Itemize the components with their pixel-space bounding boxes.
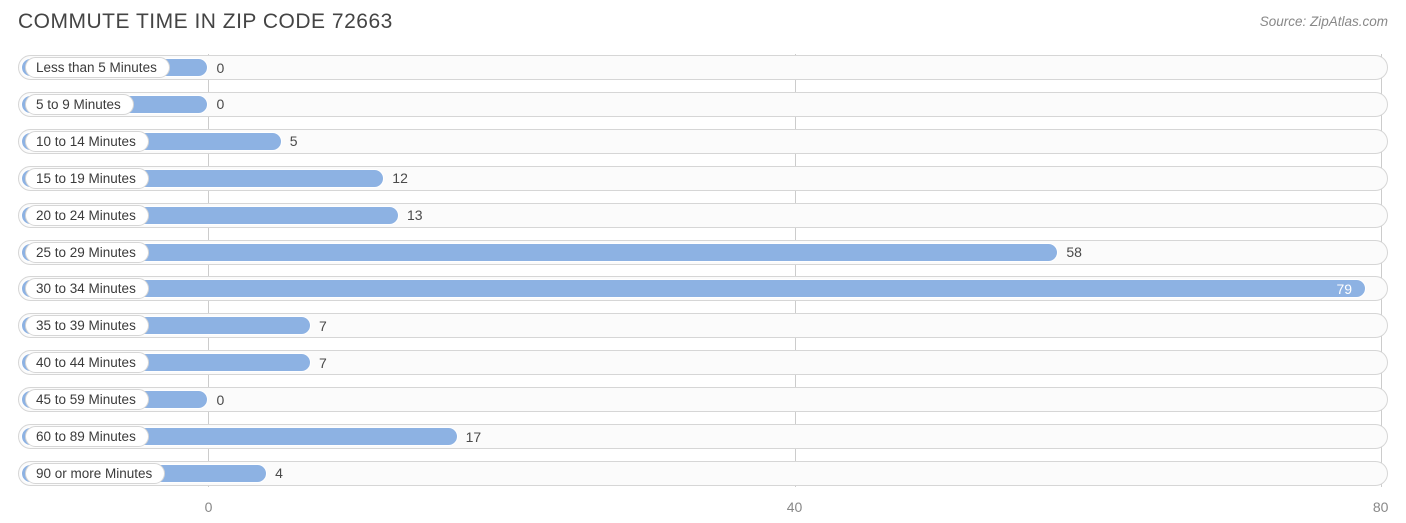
category-label: 35 to 39 Minutes xyxy=(25,315,149,336)
category-label: 30 to 34 Minutes xyxy=(25,278,149,299)
chart-x-axis: 0 40 80 xyxy=(18,491,1388,523)
category-label: 10 to 14 Minutes xyxy=(25,131,149,152)
value-label: 79 xyxy=(1336,275,1352,302)
value-label: 58 xyxy=(1066,239,1082,266)
x-axis-tick: 40 xyxy=(787,499,803,515)
category-label: 25 to 29 Minutes xyxy=(25,242,149,263)
value-label: 5 xyxy=(290,128,298,155)
value-label: 13 xyxy=(407,202,423,229)
chart-row: 40 to 44 Minutes 7 xyxy=(18,349,1388,376)
bar-chart: Less than 5 Minutes 0 5 to 9 Minutes 0 10 to… xyxy=(18,54,1388,487)
chart-row: Less than 5 Minutes 0 xyxy=(18,54,1388,81)
category-label: 40 to 44 Minutes xyxy=(25,352,149,373)
value-label: 12 xyxy=(392,165,408,192)
chart-source: Source: ZipAtlas.com xyxy=(1260,10,1388,29)
value-label: 7 xyxy=(319,312,327,339)
chart-row: 10 to 14 Minutes 5 xyxy=(18,128,1388,155)
chart-title: COMMUTE TIME IN ZIP CODE 72663 xyxy=(18,10,393,34)
value-label: 0 xyxy=(216,91,224,118)
category-label: 15 to 19 Minutes xyxy=(25,168,149,189)
category-label: 60 to 89 Minutes xyxy=(25,426,149,447)
value-label: 0 xyxy=(216,386,224,413)
chart-row: 60 to 89 Minutes 17 xyxy=(18,423,1388,450)
value-label: 0 xyxy=(216,54,224,81)
chart-row: 90 or more Minutes 4 xyxy=(18,460,1388,487)
x-axis-tick: 0 xyxy=(205,499,213,515)
chart-row: 35 to 39 Minutes 7 xyxy=(18,312,1388,339)
bar xyxy=(21,243,1058,262)
chart-row: 15 to 19 Minutes 12 xyxy=(18,165,1388,192)
category-label: 90 or more Minutes xyxy=(25,463,165,484)
category-label: Less than 5 Minutes xyxy=(25,57,170,78)
chart-row: 30 to 34 Minutes 79 xyxy=(18,275,1388,302)
chart-row: 5 to 9 Minutes 0 xyxy=(18,91,1388,118)
category-label: 20 to 24 Minutes xyxy=(25,205,149,226)
bar xyxy=(21,279,1366,298)
value-label: 7 xyxy=(319,349,327,376)
category-label: 5 to 9 Minutes xyxy=(25,94,134,115)
chart-row: 45 to 59 Minutes 0 xyxy=(18,386,1388,413)
chart-row: 20 to 24 Minutes 13 xyxy=(18,202,1388,229)
chart-rows: Less than 5 Minutes 0 5 to 9 Minutes 0 10 to… xyxy=(18,54,1388,487)
category-label: 45 to 59 Minutes xyxy=(25,389,149,410)
value-label: 17 xyxy=(466,423,482,450)
value-label: 4 xyxy=(275,460,283,487)
chart-row: 25 to 29 Minutes 58 xyxy=(18,239,1388,266)
x-axis-tick: 80 xyxy=(1373,499,1389,515)
